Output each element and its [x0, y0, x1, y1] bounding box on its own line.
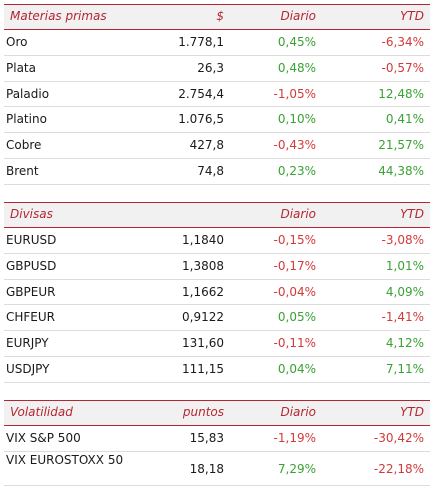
row-price: 26,3 — [197, 60, 224, 75]
volatility-col-ytd: YTD — [400, 405, 424, 419]
row-price: 18,18 — [189, 461, 224, 476]
row-ytd: 7,11% — [385, 361, 424, 376]
table-row: EURUSD 1,1840 -0,15% -3,08% — [4, 228, 430, 254]
row-name: CHFEUR — [6, 310, 56, 325]
volatility-table: Volatilidad puntos Diario YTD VIX S&P 50… — [4, 400, 430, 486]
table-row: VIX EUROSTOXX 50 18,18 7,29% -22,18% — [4, 452, 430, 486]
table-row: EURJPY 131,60 -0,11% 4,12% — [4, 331, 430, 357]
row-price: 111,15 — [182, 361, 224, 376]
row-name: USDJPY — [6, 361, 50, 376]
table-row: Plata 26,3 0,48% -0,57% — [4, 56, 430, 82]
row-ytd: 1,01% — [385, 258, 424, 273]
row-daily: 0,48% — [277, 60, 316, 75]
row-ytd: 21,57% — [378, 138, 424, 153]
row-daily: -0,43% — [273, 138, 316, 153]
row-price: 15,83 — [189, 431, 224, 445]
currencies-header: Divisas Diario YTD — [4, 202, 430, 228]
row-daily: -1,05% — [273, 86, 316, 101]
row-price: 1,3808 — [182, 258, 224, 273]
volatility-col-points: puntos — [182, 405, 224, 419]
row-ytd: -30,42% — [373, 431, 424, 445]
row-ytd: 12,48% — [378, 86, 424, 101]
table-row: Brent 74,8 0,23% 44,38% — [4, 159, 430, 185]
row-daily: -0,11% — [273, 336, 316, 351]
commodities-col-daily: Diario — [280, 9, 316, 23]
commodities-title: Materias primas — [10, 9, 107, 23]
row-name: GBPUSD — [6, 258, 57, 273]
row-name: VIX S&P 500 — [6, 431, 81, 445]
row-price: 1.076,5 — [178, 112, 224, 127]
table-row: CHFEUR 0,9122 0,05% -1,41% — [4, 305, 430, 332]
row-name: EURUSD — [6, 233, 57, 247]
row-name: Cobre — [6, 138, 42, 153]
row-ytd: 4,12% — [385, 336, 424, 351]
commodities-table: Materias primas $ Diario YTD Oro 1.778,1… — [4, 4, 430, 185]
row-ytd: -6,34% — [381, 35, 424, 49]
row-name: EURJPY — [6, 336, 49, 351]
commodities-col-ytd: YTD — [400, 9, 424, 23]
table-row: GBPEUR 1,1662 -0,04% 4,09% — [4, 280, 430, 306]
row-ytd: -22,18% — [373, 461, 424, 476]
row-daily: 7,29% — [277, 461, 316, 476]
row-price: 131,60 — [182, 336, 224, 351]
commodities-col-price: $ — [216, 9, 224, 23]
row-name: VIX EUROSTOXX 50 — [6, 452, 124, 467]
volatility-header: Volatilidad puntos Diario YTD — [4, 400, 430, 426]
row-daily: -0,04% — [273, 284, 316, 299]
row-daily: 0,45% — [277, 35, 316, 49]
row-daily: -0,17% — [273, 258, 316, 273]
row-daily: 0,05% — [277, 310, 316, 325]
table-row: USDJPY 111,15 0,04% 7,11% — [4, 357, 430, 383]
row-ytd: 44,38% — [378, 163, 424, 178]
row-name: Plata — [6, 60, 36, 75]
row-daily: 0,04% — [277, 361, 316, 376]
row-ytd: 0,41% — [385, 112, 424, 127]
row-name: Brent — [6, 163, 39, 178]
volatility-col-daily: Diario — [280, 405, 316, 419]
row-ytd: -0,57% — [381, 60, 424, 75]
row-daily: -0,15% — [273, 233, 316, 247]
row-name: Platino — [6, 112, 47, 127]
row-ytd: -3,08% — [381, 233, 424, 247]
row-name: GBPEUR — [6, 284, 56, 299]
row-ytd: 4,09% — [385, 284, 424, 299]
row-name: Oro — [6, 35, 28, 49]
row-price: 1.778,1 — [178, 35, 224, 49]
table-row: Cobre 427,8 -0,43% 21,57% — [4, 133, 430, 159]
table-row: Platino 1.076,5 0,10% 0,41% — [4, 107, 430, 134]
row-price: 1,1840 — [182, 233, 224, 247]
currencies-table: Divisas Diario YTD EURUSD 1,1840 -0,15% … — [4, 202, 430, 383]
table-row: GBPUSD 1,3808 -0,17% 1,01% — [4, 254, 430, 280]
row-ytd: -1,41% — [381, 310, 424, 325]
table-row: Oro 1.778,1 0,45% -6,34% — [4, 30, 430, 56]
currencies-col-daily: Diario — [280, 207, 316, 221]
row-price: 0,9122 — [182, 310, 224, 325]
row-daily: -1,19% — [273, 431, 316, 445]
row-price: 2.754,4 — [178, 86, 224, 101]
row-name: Paladio — [6, 86, 50, 101]
currencies-col-ytd: YTD — [400, 207, 424, 221]
row-price: 74,8 — [197, 163, 224, 178]
row-daily: 0,23% — [277, 163, 316, 178]
volatility-title: Volatilidad — [10, 405, 73, 419]
table-row: VIX S&P 500 15,83 -1,19% -30,42% — [4, 426, 430, 452]
table-row: Paladio 2.754,4 -1,05% 12,48% — [4, 82, 430, 108]
row-daily: 0,10% — [277, 112, 316, 127]
row-price: 427,8 — [189, 138, 224, 153]
currencies-title: Divisas — [10, 207, 53, 221]
commodities-header: Materias primas $ Diario YTD — [4, 4, 430, 30]
row-price: 1,1662 — [182, 284, 224, 299]
